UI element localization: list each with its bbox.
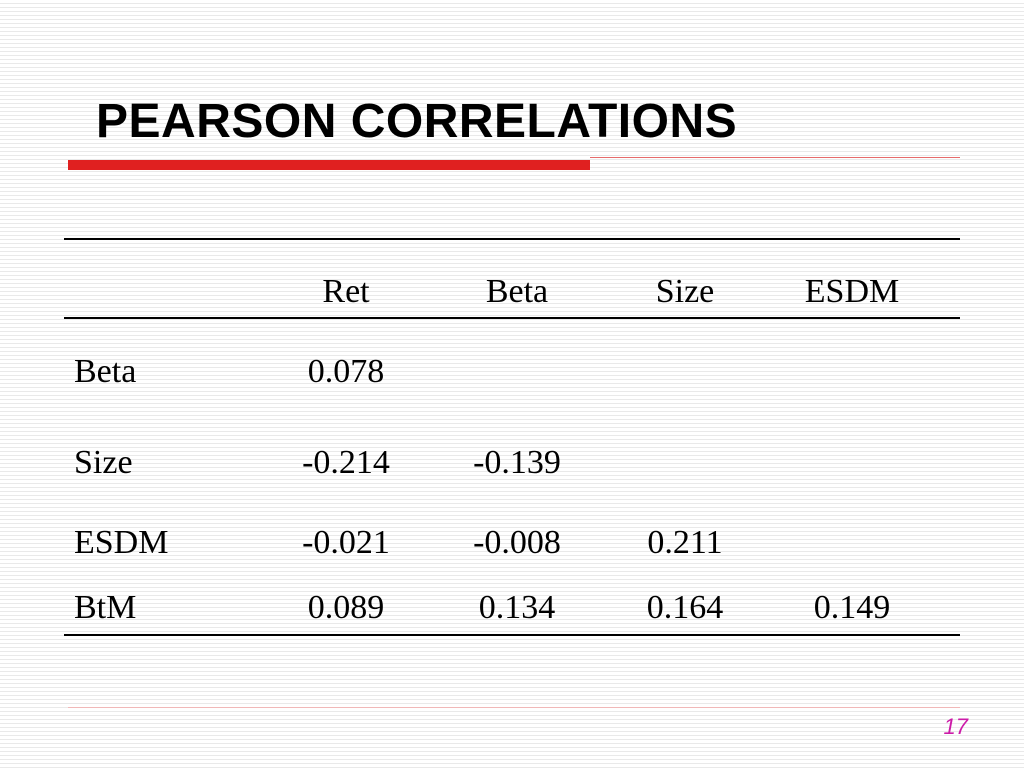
slide-title: PEARSON CORRELATIONS bbox=[96, 95, 738, 148]
title-accent-bar bbox=[68, 160, 590, 170]
page-number: 17 bbox=[943, 714, 968, 739]
table-bottom-rule bbox=[64, 634, 960, 636]
column-header-esdm: ESDM bbox=[804, 273, 900, 310]
cell-size-ret: -0.214 bbox=[302, 444, 390, 481]
row-label-beta: Beta bbox=[74, 353, 137, 390]
cell-btm-beta: 0.134 bbox=[478, 589, 556, 626]
footer-line bbox=[68, 707, 960, 708]
cell-size-beta: -0.139 bbox=[473, 444, 561, 481]
cell-btm-esdm: 0.149 bbox=[813, 589, 891, 626]
cell-btm-ret: 0.089 bbox=[307, 589, 385, 626]
row-label-btm: BtM bbox=[74, 589, 137, 626]
cell-esdm-beta: -0.008 bbox=[473, 524, 561, 561]
cell-esdm-size: 0.211 bbox=[647, 524, 723, 561]
cell-btm-size: 0.164 bbox=[646, 589, 724, 626]
table-top-rule bbox=[64, 238, 960, 240]
cell-esdm-ret: -0.021 bbox=[302, 524, 390, 561]
column-header-beta: Beta bbox=[485, 273, 549, 310]
cell-beta-ret: 0.078 bbox=[307, 353, 385, 390]
title-accent-line bbox=[590, 157, 960, 158]
table-header-rule bbox=[64, 317, 960, 319]
row-label-esdm: ESDM bbox=[74, 524, 169, 561]
column-header-size: Size bbox=[655, 273, 715, 310]
row-label-size: Size bbox=[74, 444, 133, 481]
column-header-ret: Ret bbox=[322, 273, 370, 310]
